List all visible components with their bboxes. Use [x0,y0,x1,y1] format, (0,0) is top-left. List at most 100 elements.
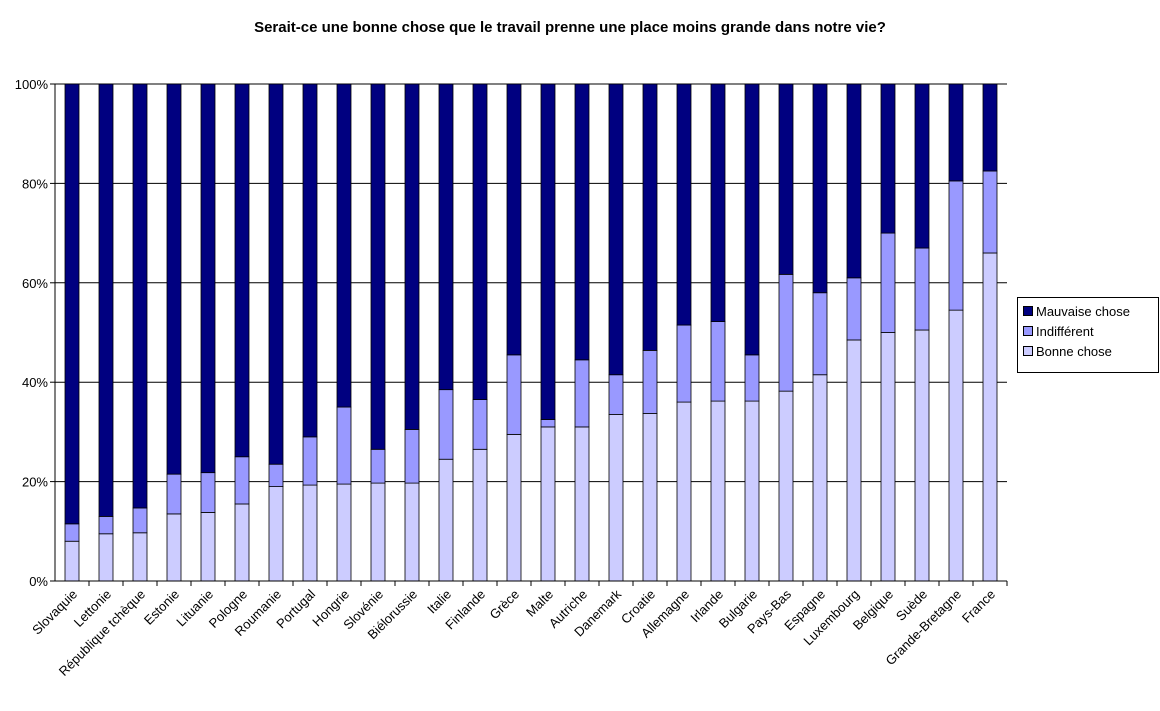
bar-segment [812,374,828,582]
legend-item: Bonne chose [1023,341,1158,361]
bar-segment [132,507,148,534]
bar-segment [880,83,896,234]
bar-segment [744,354,760,402]
bar-segment [438,389,454,460]
bar-segment [914,247,930,331]
bar-segment [472,83,488,400]
bar-segment [642,413,658,582]
y-tick-label: 20% [22,475,48,490]
bar-segment [744,83,760,356]
bar-segment [608,414,624,582]
bar-segment [472,399,488,450]
bar-segment [336,483,352,582]
bar-segment [336,83,352,408]
bar-segment [506,433,522,582]
bar-segment [404,429,420,484]
bar-segment [608,374,624,415]
bar-segment [778,390,794,582]
bar-segment [132,83,148,509]
bar-segment [370,482,386,582]
bar-segment [336,406,352,485]
chart-title: Serait-ce une bonne chose que le travail… [254,19,886,36]
bar-segment [98,83,114,517]
y-tick-label: 80% [22,176,48,191]
bar-segment [370,83,386,450]
bar-segment [166,83,182,475]
bar-segment [234,503,250,582]
bar-segment [64,83,80,525]
bar-segment [676,401,692,582]
bar-segment [846,83,862,279]
bar-segment [710,321,726,402]
x-tick-label: Slovaquie [29,587,80,638]
bar-segment [846,339,862,582]
bar-segment [642,349,658,414]
bar-segment [438,83,454,391]
bar-segment [166,513,182,582]
x-tick-label: Grèce [486,587,522,623]
bar-segment [540,419,556,428]
bar-segment [540,426,556,582]
legend-item: Mauvaise chose [1023,301,1158,321]
x-tick-label: France [959,587,998,626]
y-axis: 0% 20% 40% 60% 80% 100% [15,77,56,589]
bar-segment [404,482,420,582]
bar-segment [676,83,692,326]
bar-segment [948,83,964,182]
bar-segment [200,83,216,474]
legend-swatch [1023,306,1033,316]
bar-segment [914,329,930,582]
bar-segment [438,458,454,582]
y-tick-label: 40% [22,375,48,390]
bar-segment [234,83,250,458]
bar-segment [268,486,284,582]
bar-segment [234,456,250,505]
bar-segment [98,533,114,582]
gridlines [55,83,1007,483]
legend-label: Bonne chose [1036,343,1112,359]
bar-segment [302,83,318,438]
bar-segment [744,400,760,582]
bar-segment [982,252,998,582]
bar-segment [642,83,658,351]
legend-item: Indifférent [1023,321,1158,341]
bar-segment [676,324,692,403]
bar-segment [166,473,182,515]
bar-segment [812,292,828,376]
bar-segment [506,83,522,356]
bar-segment [370,448,386,484]
y-tick-label: 60% [22,276,48,291]
bar-segment [982,170,998,254]
bar-segment [880,232,896,333]
bar-segment [268,463,284,487]
bar-segment [64,540,80,582]
bar-segment [302,436,318,486]
bar-segment [302,484,318,582]
bar-segment [472,448,488,582]
bar-segment [880,332,896,582]
bar-segment [132,532,148,582]
bar-segment [574,426,590,582]
legend-label: Indifférent [1036,323,1094,339]
bar-segment [710,83,726,322]
bar-segment [948,180,964,311]
bar-segment [982,83,998,172]
bar-segment [914,83,930,249]
legend-swatch [1023,326,1033,336]
bar-segment [948,309,964,582]
x-tick-label: Italie [424,587,454,617]
bar-segment [710,400,726,582]
bar-segment [404,83,420,430]
y-tick-label: 100% [15,77,49,92]
bar-segment [778,273,794,392]
bar-segment [268,83,284,465]
y-tick-label: 0% [29,574,48,589]
bar-segment [574,359,590,428]
bar-segment [540,83,556,420]
bar-segment [846,277,862,341]
bar-segment [574,83,590,361]
bar-segment [200,512,216,582]
bars [64,83,998,582]
bar-segment [778,83,794,275]
